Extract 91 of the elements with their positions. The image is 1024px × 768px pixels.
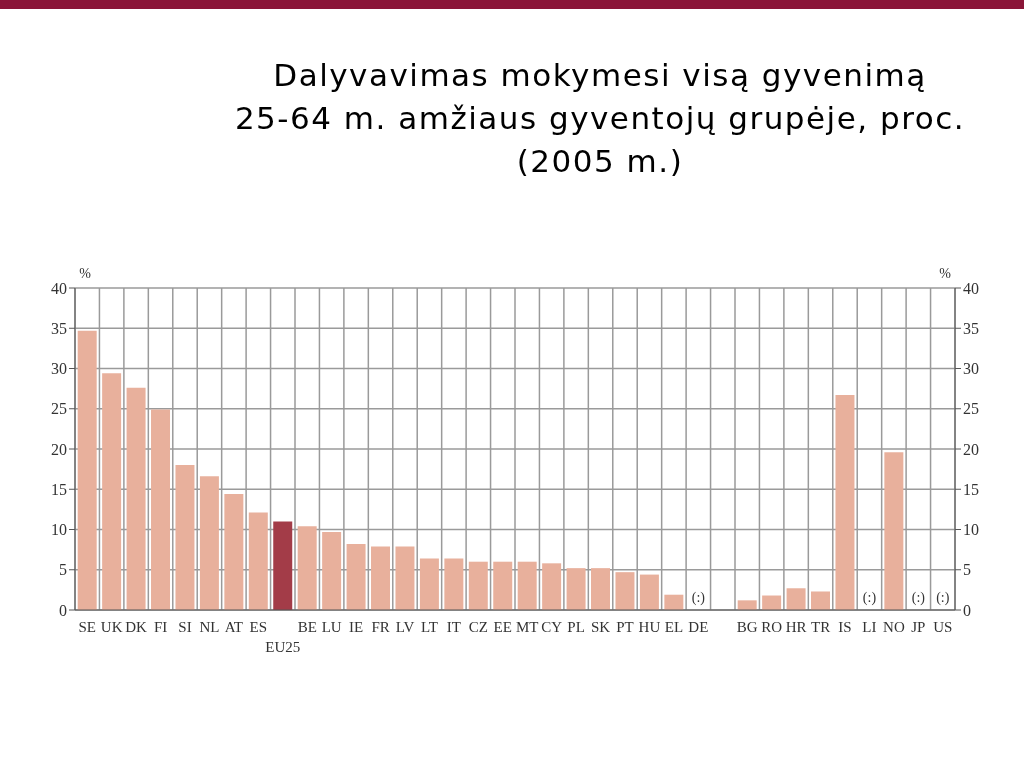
y2-tick-label: 15 (963, 480, 979, 498)
y-tick-label: 35 (51, 319, 67, 337)
bar (566, 568, 586, 610)
y-tick-label: 25 (51, 400, 67, 418)
x-tick-label: DK (125, 619, 148, 635)
y2-axis-title: % (939, 266, 952, 281)
annotation: (:) (691, 589, 706, 606)
bar (273, 521, 293, 610)
bar (468, 561, 488, 610)
x-tick-label: TR (810, 619, 831, 635)
bar (811, 591, 831, 610)
y2-tick-label: 25 (963, 400, 979, 418)
x-tick-label: US (933, 619, 953, 635)
bar (591, 568, 611, 610)
x-tick-label: EE (493, 619, 512, 635)
y2-tick-label: 20 (963, 440, 979, 458)
y-tick-label: 20 (51, 440, 67, 458)
x-tick-label: IT (446, 619, 461, 635)
x-tick-label: LI (862, 619, 877, 635)
bar (493, 561, 513, 610)
bar (615, 572, 635, 610)
y2-tick-label: 40 (963, 279, 979, 297)
y-tick-label: 10 (51, 521, 67, 539)
y2-tick-label: 10 (963, 521, 979, 539)
x-tick-label: HR (785, 619, 807, 635)
y-tick-label: 30 (51, 360, 67, 378)
y-axis-title: % (79, 266, 92, 281)
bar (297, 526, 317, 610)
x-tick-label: PL (567, 619, 585, 635)
bar (517, 561, 537, 610)
bar (175, 465, 195, 610)
bar (786, 588, 806, 610)
bar (322, 531, 342, 610)
y2-tick-label: 0 (963, 601, 971, 619)
y-tick-label: 5 (59, 561, 67, 579)
x-tick-label: CZ (468, 619, 488, 635)
bar (639, 574, 659, 610)
bar (395, 546, 415, 610)
bar (126, 387, 146, 610)
annotation: (:) (862, 589, 877, 606)
y2-tick-label: 30 (963, 360, 979, 378)
y-tick-label: 15 (51, 480, 67, 498)
x-tick-label: LV (395, 619, 415, 635)
bar (248, 512, 268, 610)
y2-tick-label: 5 (963, 561, 971, 579)
x-tick-label: AT (224, 619, 244, 635)
y-tick-label: 40 (51, 279, 67, 297)
bar (664, 594, 684, 610)
x-tick-label: EL (664, 619, 684, 635)
chart-title: Dalyvavimas mokymesi visą gyvenimą 25-64 m. amžiaus gyventojų grupėje, proc. (2005 m.) (233, 56, 967, 181)
x-tick-label: SK (590, 619, 611, 635)
bar (835, 395, 855, 610)
x-tick-label: UK (100, 619, 123, 635)
x-tick-label: NO (883, 619, 905, 635)
bar (371, 546, 391, 610)
bar (762, 595, 782, 610)
x-tick-label: MT (515, 619, 539, 635)
x-tick-label: RO (761, 619, 783, 635)
annotation: (:) (911, 589, 926, 606)
annotation: (:) (936, 589, 950, 606)
y-tick-label: 0 (59, 601, 67, 619)
bar (737, 600, 757, 610)
bar (151, 409, 171, 610)
x-tick-label: SI (178, 619, 192, 635)
x-tick-label: SE (78, 619, 96, 635)
bar (224, 494, 244, 610)
x-tick-label: LU (321, 619, 342, 635)
x-tick-label: IS (838, 619, 852, 635)
x-tick-label: FR (371, 619, 390, 635)
x-tick-label: FI (153, 619, 168, 635)
bar (419, 558, 439, 610)
y2-tick-label: 35 (963, 319, 979, 337)
x-tick-label: BE (297, 619, 317, 635)
bar (444, 558, 464, 610)
x-tick-label: IE (349, 619, 364, 635)
bar (77, 330, 97, 610)
x-tick-label: JP (911, 619, 926, 635)
bar (542, 563, 562, 610)
x-tick-label: BG (736, 619, 758, 635)
x-tick-label: DE (688, 619, 709, 635)
x-tick-label: PT (616, 619, 634, 635)
bar (884, 452, 904, 610)
x-tick-label: EU25 (265, 639, 301, 655)
bar (199, 476, 219, 610)
bar (102, 373, 122, 610)
x-tick-label: ES (249, 619, 268, 635)
bar (346, 543, 366, 610)
x-tick-label: NL (199, 619, 220, 635)
x-tick-label: LT (420, 619, 438, 635)
x-tick-label: CY (541, 619, 563, 635)
x-tick-label: HU (638, 619, 661, 635)
